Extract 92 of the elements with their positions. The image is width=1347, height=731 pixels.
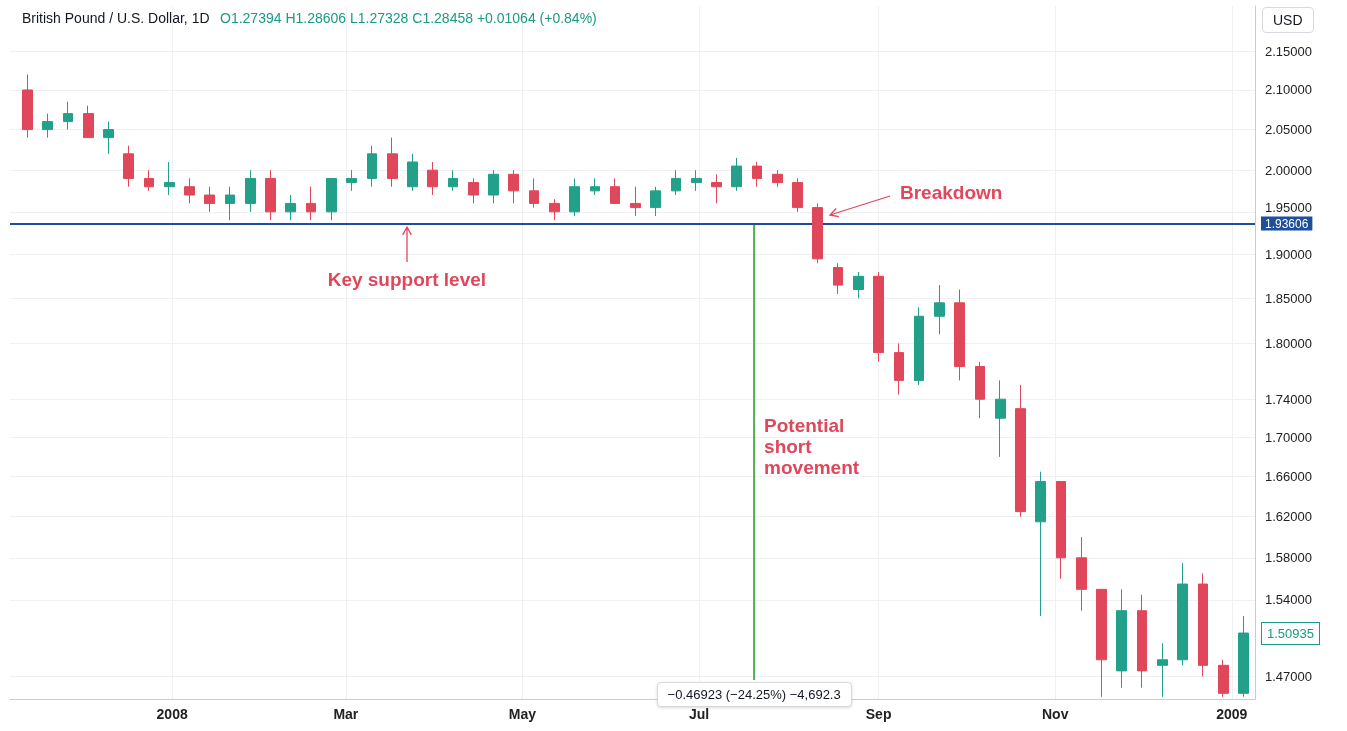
candlestick xyxy=(975,361,985,419)
candlestick xyxy=(691,169,702,192)
x-tick-label: 2009 xyxy=(1216,706,1248,722)
candlestick xyxy=(1198,573,1208,677)
y-tick-label: 1.85000 xyxy=(1265,290,1312,306)
y-axis-title: USD xyxy=(1262,7,1314,33)
candlestick xyxy=(63,101,73,131)
y-tick-label: 1.54000 xyxy=(1265,592,1312,608)
y-tick-label: 1.74000 xyxy=(1265,391,1312,407)
candlestick xyxy=(1035,471,1046,617)
candlestick xyxy=(731,157,742,192)
candlestick xyxy=(1238,615,1249,698)
candlestick xyxy=(1056,481,1066,580)
candlestick xyxy=(427,161,438,196)
candlestick xyxy=(265,169,276,221)
candlestick xyxy=(752,161,762,188)
candlestick xyxy=(367,145,377,188)
candlestick xyxy=(346,169,357,192)
candlestick xyxy=(812,202,823,264)
candlestick xyxy=(772,169,783,188)
candlestick xyxy=(306,186,316,221)
candlestick xyxy=(1096,588,1107,698)
candlestick xyxy=(204,186,215,213)
candlestick xyxy=(22,73,33,139)
candlestick xyxy=(1116,588,1127,689)
candlestick xyxy=(1137,594,1147,689)
candlestick xyxy=(833,262,843,295)
candlestick xyxy=(83,105,94,139)
y-tick-label: 2.00000 xyxy=(1265,162,1312,178)
candlestick xyxy=(144,169,154,192)
candlestick xyxy=(1177,562,1188,666)
y-tick-label: 2.10000 xyxy=(1265,82,1312,98)
x-tick-label: Nov xyxy=(1041,706,1069,722)
candlestick xyxy=(873,271,884,363)
y-tick-label: 1.80000 xyxy=(1265,335,1312,351)
candlestick xyxy=(792,177,803,213)
y-tick-label: 1.47000 xyxy=(1265,668,1312,684)
annotation: Key support level xyxy=(327,268,487,291)
candlestick xyxy=(1015,384,1026,518)
candlestick xyxy=(326,177,337,221)
candlestick xyxy=(529,177,539,209)
candlestick xyxy=(954,289,965,381)
candlestick xyxy=(285,194,296,221)
y-tick-label: 1.95000 xyxy=(1265,199,1312,215)
candlestick xyxy=(569,177,580,217)
y-tick-label: 1.70000 xyxy=(1265,429,1312,445)
candlestick xyxy=(407,153,418,192)
y-tick-label: 2.15000 xyxy=(1265,43,1312,59)
y-tick-label: 1.62000 xyxy=(1265,509,1312,525)
candlestick xyxy=(995,379,1006,458)
candlestick xyxy=(245,169,256,213)
candlestick xyxy=(123,145,134,188)
chart-subtitle: O1.27394 H1.28606 L1.27328 C1.28458 +0.01064 (+0.84%) xyxy=(220,10,597,26)
candlestick xyxy=(103,121,114,155)
x-tick-label: Mar xyxy=(333,706,359,722)
candlestick xyxy=(1218,659,1229,698)
candlestick xyxy=(914,306,924,386)
annotation: Potential short movement xyxy=(764,415,861,479)
candlestick xyxy=(934,284,945,335)
candlestick xyxy=(1076,536,1087,612)
candlestick xyxy=(853,271,864,299)
candlestick xyxy=(630,186,641,217)
candlestick xyxy=(387,137,398,188)
candlestick xyxy=(610,177,620,204)
annotation: Breakdown xyxy=(900,181,1003,204)
annotation: −0.46923 (−24.25%) −4,692.3 xyxy=(656,682,852,708)
ref-line-label: 1.93606 xyxy=(1265,216,1309,231)
candlestick xyxy=(164,161,175,196)
candlestick xyxy=(468,177,479,204)
annotation: 1.50935 xyxy=(1261,621,1320,645)
y-tick-label: 1.90000 xyxy=(1265,247,1312,263)
candlestick xyxy=(184,177,195,204)
candlestick xyxy=(448,169,458,192)
candlestick xyxy=(650,186,661,217)
candlestick xyxy=(1157,642,1168,698)
candlestick xyxy=(894,342,904,395)
y-tick-label: 1.66000 xyxy=(1265,469,1312,485)
x-tick-label: 2008 xyxy=(156,706,188,722)
candlestick xyxy=(711,173,722,204)
candlestick xyxy=(671,169,681,196)
candlestick xyxy=(590,177,600,196)
chart-title: British Pound / U.S. Dollar, 1D xyxy=(22,10,210,26)
candlestick xyxy=(42,113,53,139)
candlestick xyxy=(225,186,235,221)
x-tick-label: Sep xyxy=(865,706,892,722)
candlestick xyxy=(508,169,519,204)
x-tick-label: May xyxy=(508,706,537,722)
candlestick xyxy=(488,169,499,204)
candlestick xyxy=(549,198,560,221)
x-tick-label: Jul xyxy=(688,706,710,722)
y-tick-label: 1.58000 xyxy=(1265,550,1312,566)
y-tick-label: 2.05000 xyxy=(1265,122,1312,138)
